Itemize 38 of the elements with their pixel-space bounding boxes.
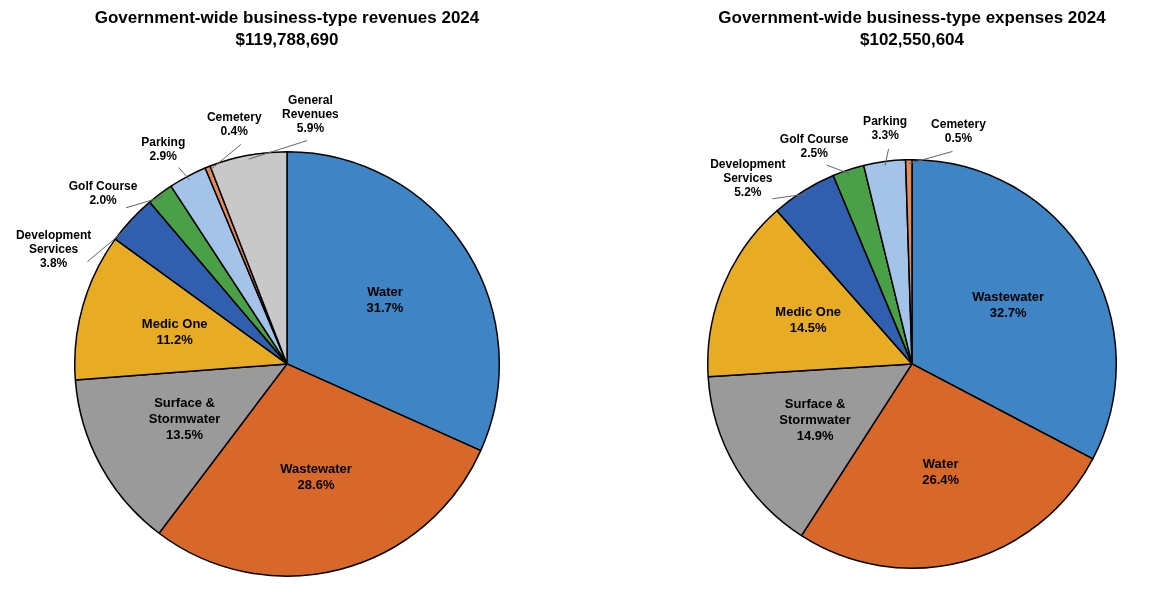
slice-label: Medic One	[141, 315, 208, 331]
slice-label: Development Services	[710, 157, 786, 186]
slice-label: Water	[922, 456, 959, 472]
chart-subtitle: $102,550,604	[860, 30, 965, 50]
slice-label: Golf Course	[68, 179, 138, 194]
data-label: 13.5%	[166, 427, 204, 443]
data-label: 3.3%	[871, 128, 900, 143]
slice-label: Wastewater	[972, 289, 1045, 305]
data-label: 2.0%	[89, 193, 118, 208]
slice-label: Cemetery	[206, 110, 262, 125]
chart-title: Government-wide business-type expenses 2024	[718, 7, 1107, 27]
slice-label: Water	[367, 284, 403, 299]
data-label: 0.5%	[944, 131, 973, 146]
slice-label: Medic One	[775, 304, 842, 320]
slice-label: Development Services	[15, 228, 92, 257]
slice-label: Cemetery	[931, 117, 987, 132]
slice-label: Surface & Stormwater	[779, 396, 851, 428]
data-label: 32.7%	[989, 305, 1028, 321]
data-label: 14.9%	[796, 428, 834, 444]
data-label: 2.9%	[149, 149, 178, 164]
data-label: 0.4%	[220, 124, 249, 139]
data-label: 26.4%	[922, 472, 960, 488]
slice-label: Golf Course	[779, 132, 849, 147]
data-label: 5.9%	[296, 120, 325, 135]
slice-label: Parking	[863, 114, 908, 129]
data-label: 3.8%	[39, 256, 68, 271]
slice-label: Surface & Stormwater	[148, 395, 221, 427]
data-label: 31.7%	[366, 300, 404, 315]
chart-title: Government-wide business-type revenues 2024	[94, 7, 480, 27]
data-label: 5.2%	[734, 185, 762, 200]
slice-label: Parking	[141, 135, 186, 150]
data-label: 14.5%	[789, 320, 828, 336]
data-label: 11.2%	[156, 331, 194, 347]
slice-label: General Revenues	[282, 92, 340, 121]
data-label: 2.5%	[800, 146, 829, 161]
slice-label: Wastewater	[280, 460, 352, 476]
chart-subtitle: $119,788,690	[235, 30, 339, 50]
data-label: 28.6%	[297, 476, 335, 492]
